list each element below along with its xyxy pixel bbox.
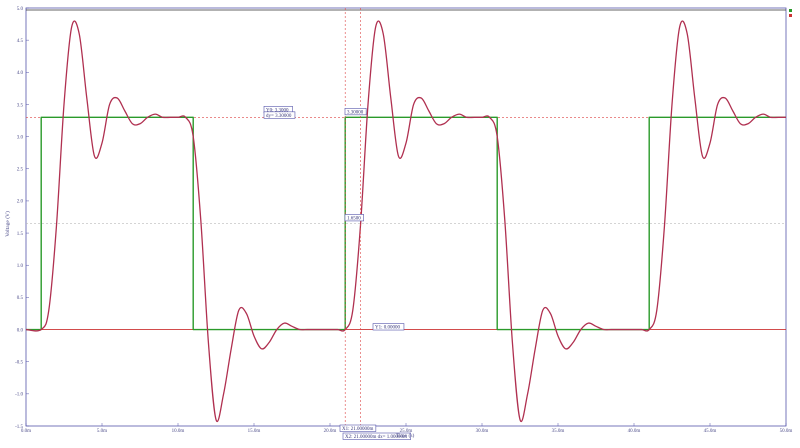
x2-cursor-label-box <box>342 432 411 440</box>
y1-cursor-label-box <box>372 323 405 331</box>
y-tick-label: 4.5 <box>17 39 24 44</box>
y-tick-label: -0.5 <box>15 360 23 365</box>
x-tick-label: 50.0m <box>780 429 793 434</box>
x2-cursor-label-text: X2: 21.00000m dx= 1.00000m <box>345 435 407 440</box>
y-tick-label: -1.0 <box>15 393 23 398</box>
x-tick-label: 0.0m <box>21 429 31 434</box>
mid-value-tag: 1.6500 <box>344 214 365 222</box>
y-tick-label: 2.0 <box>17 200 24 205</box>
dy-cursor-label-box <box>263 111 296 119</box>
x-tick-label: 40.0m <box>628 429 641 434</box>
filtered-wave-series <box>25 20 786 423</box>
x1-cursor-label-box <box>339 424 377 432</box>
x-tick-label: 20.0m <box>324 429 337 434</box>
mid-value-tag-text: 1.6500 <box>347 216 361 221</box>
y1-cursor-label: Y1: 0.00000 <box>372 323 405 331</box>
y1-cursor-label-text: Y1: 0.00000 <box>375 326 401 331</box>
y0-value-tag-box <box>344 108 367 116</box>
x-axis-label: Time (s) <box>396 432 415 439</box>
plot-frame <box>25 7 792 427</box>
x-tick-label: 15.0m <box>248 429 261 434</box>
dy-cursor-label: dy= 3.30000 <box>263 111 296 119</box>
series-layer <box>25 20 786 423</box>
y0-value-tag-text: 3.30000 <box>347 110 364 115</box>
y-tick-label: 3.0 <box>17 135 24 140</box>
y0-cursor-label-text: Y0: 3.3000 <box>266 108 289 113</box>
reference-lines <box>26 117 786 330</box>
x-tick-label: 10.0m <box>172 429 185 434</box>
y-tick-label: 1.0 <box>17 264 24 269</box>
y-tick-label: 3.5 <box>17 103 24 108</box>
y-tick-label: 1.5 <box>17 232 24 237</box>
x-tick-label: 5.0m <box>97 429 107 434</box>
y-axis-ticks: -1.5 -1.0 -0.5 0.0 0.5 1.0 1.5 2.0 2.5 3.0 3.5 4.0 4… <box>15 7 29 430</box>
x1-cursor-label: X1: 21.00000m <box>339 424 377 432</box>
y-tick-label: 5.0 <box>17 7 24 12</box>
y-tick-label: 0.5 <box>17 296 24 301</box>
y0-value-tag: 3.30000 <box>344 108 367 116</box>
y-tick-label: 4.0 <box>17 71 24 76</box>
square-wave-series <box>26 116 786 331</box>
legend-marker-green <box>789 9 792 12</box>
x-axis-ticks: 0.0m 5.0m 10.0m 15.0m 20.0m 25.0m 30.0m 35.0m 40… <box>21 423 793 434</box>
y-axis-label: Voltage (V) <box>4 211 11 237</box>
x-tick-label: 30.0m <box>476 429 489 434</box>
mid-value-tag-box <box>344 214 365 222</box>
x2-cursor-label: X2: 21.00000m dx= 1.00000m <box>342 432 411 440</box>
y-tick-label: -1.5 <box>15 425 23 430</box>
y-tick-label: 2.5 <box>17 168 24 173</box>
legend-marker-red <box>789 14 792 17</box>
plot-border <box>25 7 787 427</box>
x-tick-label: 45.0m <box>704 429 717 434</box>
x-tick-label: 25.0m <box>400 429 413 434</box>
y-tick-label: 0.0 <box>17 328 24 333</box>
x-tick-label: 35.0m <box>552 429 565 434</box>
x1-cursor-label-text: X1: 21.00000m <box>342 427 374 432</box>
dy-cursor-label-text: dy= 3.30000 <box>266 114 292 119</box>
